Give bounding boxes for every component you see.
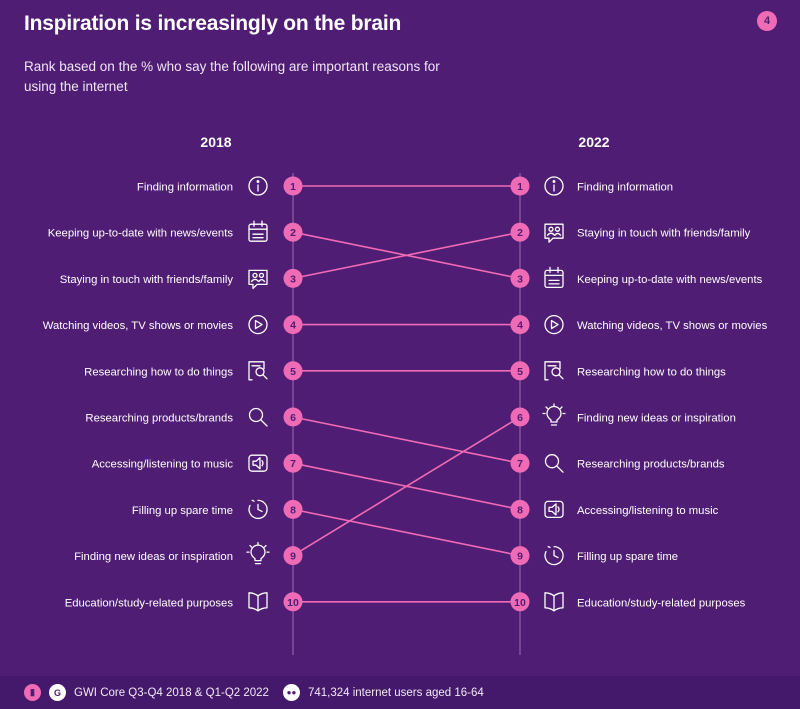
rank-marker-2022-8 <box>510 499 530 519</box>
calendar-icon <box>248 220 268 242</box>
book-icon <box>248 592 268 612</box>
clock-icon <box>248 499 268 519</box>
rank-marker-2022-5 <box>510 361 530 381</box>
rank-marker-2018-9 <box>283 546 303 566</box>
rank-marker-2022-2 <box>510 222 530 242</box>
search-doc-icon <box>248 361 268 381</box>
page-number-badge: 4 <box>757 11 777 31</box>
rank-marker-2022-4 <box>510 315 530 335</box>
rank-number-2018-8: 8 <box>290 504 296 516</box>
rank-marker-2022-7 <box>510 453 530 473</box>
lightbulb-icon <box>542 403 566 426</box>
footer: ▮ G GWI Core Q3-Q4 2018 & Q1-Q2 2022 ●● … <box>0 676 800 709</box>
label-2018-item-3: Staying in touch with friends/family <box>60 274 234 286</box>
rank-number-2022-6: 6 <box>517 412 523 424</box>
speaker-icon <box>544 500 564 519</box>
rank-marker-2022-1 <box>510 176 530 196</box>
label-2018-item-1: Finding information <box>137 182 233 194</box>
rank-marker-2022-3 <box>510 268 530 288</box>
rank-number-2022-8: 8 <box>517 504 523 516</box>
label-2018-item-7: Accessing/listening to music <box>92 459 234 471</box>
label-2022-item-2: Keeping up-to-date with news/events <box>577 274 763 286</box>
speaker-icon <box>248 454 268 472</box>
rank-marker-2018-7 <box>283 453 303 473</box>
year-label-2022: 2022 <box>578 134 609 150</box>
rank-number-2022-4: 4 <box>517 320 523 332</box>
slope-line-9 <box>292 416 521 557</box>
rank-number-2022-9: 9 <box>517 551 523 563</box>
rank-marker-2018-1 <box>283 176 303 196</box>
rank-number-2018-6: 6 <box>290 412 296 424</box>
slope-line-6 <box>292 416 521 464</box>
slope-line-3 <box>292 231 521 280</box>
users-icon: ●● <box>282 684 300 701</box>
rank-number-2018-10: 10 <box>287 597 299 609</box>
label-2022-item-7: Accessing/listening to music <box>577 505 719 517</box>
rank-number-2022-7: 7 <box>517 458 523 470</box>
label-2022-item-1: Finding information <box>577 182 673 194</box>
slope-line-8 <box>292 508 521 557</box>
rank-number-2018-5: 5 <box>290 366 296 378</box>
year-label-2018: 2018 <box>200 134 231 150</box>
rank-marker-2022-9 <box>510 546 530 566</box>
gwi-logo-icon: G <box>49 684 66 701</box>
people-chat-icon <box>544 223 564 243</box>
rank-marker-2018-8 <box>283 499 303 519</box>
rank-marker-2018-5 <box>283 361 303 381</box>
search-doc-icon <box>544 361 564 381</box>
footer-sample: 741,324 internet users aged 16-64 <box>307 686 484 699</box>
label-2018-item-5: Researching how to do things <box>84 366 233 378</box>
chart-title: Inspiration is increasingly on the brain <box>24 12 402 35</box>
label-2018-item-8: Filling up spare time <box>132 505 233 517</box>
rank-marker-2018-6 <box>283 407 303 427</box>
rank-number-2022-2: 2 <box>517 227 523 239</box>
rank-marker-2018-3 <box>283 268 303 288</box>
play-icon <box>544 314 564 335</box>
rank-number-2018-9: 9 <box>290 551 296 563</box>
slope-chart: 2018 2022 Finding information Keeping up-to… <box>43 134 768 655</box>
label-2022-item-3: Staying in touch with friends/family <box>577 228 751 240</box>
label-2022-item-4: Watching videos, TV shows or movies <box>577 320 768 332</box>
footer-source: GWI Core Q3-Q4 2018 & Q1-Q2 2022 <box>74 686 269 699</box>
magnifier-icon <box>544 454 564 473</box>
rank-number-2022-5: 5 <box>517 366 523 378</box>
label-2018-item-2: Keeping up-to-date with news/events <box>48 228 234 240</box>
rank-number-2022-3: 3 <box>517 273 523 285</box>
label-2018-item-10: Education/study-related purposes <box>65 597 234 609</box>
book-icon <box>544 592 564 612</box>
label-2022-item-8: Filling up spare time <box>577 551 678 563</box>
rank-number-2018-7: 7 <box>290 458 296 470</box>
rank-number-2018-2: 2 <box>290 227 296 239</box>
rank-number-2018-1: 1 <box>290 181 296 193</box>
rank-number-2022-1: 1 <box>517 181 523 193</box>
play-icon <box>248 314 268 335</box>
rank-number-2018-4: 4 <box>290 320 296 332</box>
label-2022-item-5: Researching how to do things <box>577 366 726 378</box>
label-2022-item-9: Finding new ideas or inspiration <box>577 413 736 425</box>
rank-marker-2022-10 <box>510 592 530 612</box>
calendar-icon <box>544 266 564 289</box>
info-icon <box>248 176 268 196</box>
label-2018-item-4: Watching videos, TV shows or movies <box>43 320 234 332</box>
label-2022-item-6: Researching products/brands <box>577 459 725 471</box>
rank-marker-2022-6 <box>510 407 530 427</box>
bar-chart-icon: ▮ <box>24 684 41 701</box>
rank-number-2022-10: 10 <box>514 597 526 609</box>
chart-subtitle: Rank based on the % who say the followin… <box>24 59 440 94</box>
label-2018-item-9: Finding new ideas or inspiration <box>74 551 233 563</box>
clock-icon <box>544 545 564 566</box>
label-2022-item-10: Education/study-related purposes <box>577 597 746 609</box>
rank-marker-2018-2 <box>283 222 303 242</box>
lightbulb-icon <box>246 541 270 565</box>
rank-number-2018-3: 3 <box>290 273 296 285</box>
rank-marker-2018-4 <box>283 315 303 335</box>
info-icon <box>544 176 564 196</box>
people-chat-icon <box>248 269 268 290</box>
rank-marker-2018-10 <box>283 592 303 612</box>
magnifier-icon <box>248 407 268 427</box>
label-2018-item-6: Researching products/brands <box>85 413 233 425</box>
